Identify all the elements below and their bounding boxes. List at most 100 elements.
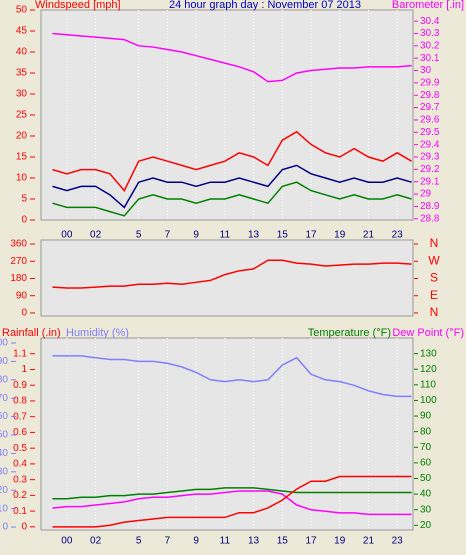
- y-tick-label: 0.6: [13, 427, 27, 438]
- axis-title: Rainfall (.in): [2, 327, 61, 339]
- y-tick-label: 29.9: [420, 78, 440, 89]
- x-tick-label: 02: [90, 536, 102, 547]
- y-tick-label: 30.1: [420, 53, 440, 64]
- x-tick-label: 19: [334, 536, 346, 547]
- y-tick-label: 29.4: [420, 139, 440, 150]
- y-tick-label: 0: [21, 215, 27, 226]
- y-tick-label: 30: [16, 89, 28, 100]
- y-tick-label: E: [430, 288, 438, 302]
- x-tick-label: 21: [363, 536, 375, 547]
- y-tick-label: S: [430, 271, 438, 285]
- y-tick-label: 0.2: [13, 490, 27, 501]
- y-tick-label: 0: [21, 521, 27, 532]
- y-tick-label: 60: [0, 411, 8, 422]
- x-tick-label: 7: [165, 230, 171, 241]
- series-line: [52, 164, 412, 209]
- series-line: [52, 32, 412, 83]
- y-tick-label: 10: [16, 173, 28, 184]
- y-tick-label: 80: [0, 374, 8, 385]
- series-line: [52, 355, 412, 398]
- x-tick-label: 17: [305, 536, 317, 547]
- y-tick-label: 110: [420, 379, 436, 390]
- y-tick-label: 30.3: [420, 28, 440, 39]
- y-tick-label: 30: [420, 504, 432, 515]
- series-line: [52, 487, 412, 500]
- y-tick-label: 30.2: [420, 40, 440, 51]
- plot-area: [40, 337, 414, 531]
- y-tick-label: 20: [420, 520, 432, 531]
- y-tick-label: 5: [21, 194, 27, 205]
- y-tick-label: 29.1: [420, 176, 440, 187]
- y-tick-label: 40: [420, 489, 432, 500]
- axis-title: Dew Point (°F): [392, 327, 464, 339]
- y-tick-label: 0.3: [13, 474, 27, 485]
- y-tick-label: 29.7: [420, 102, 440, 113]
- y-tick-label: 70: [0, 393, 8, 404]
- y-tick-label: 80: [420, 426, 432, 437]
- y-tick-label: W: [428, 253, 440, 267]
- y-tick-label: 20: [16, 131, 28, 142]
- x-tick-label: 19: [334, 230, 346, 241]
- y-tick-label: 40: [0, 448, 8, 459]
- y-tick-label: 70: [420, 442, 432, 453]
- y-tick-label: 0.4: [13, 459, 27, 470]
- y-tick-label: 50: [420, 473, 432, 484]
- series-line: [52, 130, 412, 192]
- y-tick-label: 29.6: [420, 115, 440, 126]
- y-tick-label: 50: [0, 430, 8, 441]
- x-tick-label: 9: [193, 536, 199, 547]
- x-tick-label: 15: [277, 230, 289, 241]
- y-tick-label: 130: [420, 348, 437, 359]
- x-tick-label: 23: [392, 536, 404, 547]
- y-tick-label: 120: [420, 364, 437, 375]
- y-tick-label: 30.4: [420, 16, 440, 27]
- x-tick-label: 7: [165, 536, 171, 547]
- x-tick-label: 00: [61, 536, 73, 547]
- y-tick-label: 15: [16, 152, 28, 163]
- x-tick-label: 11: [220, 536, 231, 547]
- y-tick-label: 40: [16, 47, 28, 58]
- y-tick-label: 0.8: [13, 396, 27, 407]
- chart-title: 24 hour graph day : November 07 2013: [169, 0, 361, 11]
- y-tick-label: 28.8: [420, 213, 440, 224]
- x-tick-label: 9: [193, 230, 199, 241]
- y-tick-label: 35: [16, 68, 28, 79]
- y-tick-label: 60: [420, 458, 432, 469]
- y-tick-label: N: [430, 305, 439, 319]
- y-tick-label: 45: [16, 26, 28, 37]
- y-tick-label: 270: [10, 256, 27, 267]
- y-tick-label: 90: [0, 356, 8, 367]
- y-tick-label: 25: [16, 110, 28, 121]
- y-tick-label: 29.2: [420, 164, 440, 175]
- x-tick-label: 15: [277, 536, 289, 547]
- x-tick-label: 11: [220, 230, 231, 241]
- y-tick-label: 50: [16, 5, 28, 16]
- x-tick-label: 17: [305, 230, 317, 241]
- series-line: [52, 490, 412, 516]
- y-tick-label: 0: [21, 308, 27, 319]
- axis-title: Barometer [.in]: [392, 0, 464, 11]
- series-line: [52, 181, 412, 217]
- y-tick-label: 1: [21, 364, 27, 375]
- y-tick-label: 29: [420, 189, 432, 200]
- x-tick-label: 02: [90, 230, 102, 241]
- y-tick-label: 0.1: [13, 506, 27, 517]
- x-tick-label: 5: [136, 230, 142, 241]
- y-tick-label: 100: [0, 338, 8, 349]
- y-tick-label: 90: [420, 411, 432, 422]
- y-tick-label: 0.5: [13, 443, 27, 454]
- axis-title: Windspeed [mph]: [35, 0, 121, 11]
- y-tick-label: 0.7: [13, 411, 27, 422]
- x-tick-label: 21: [363, 230, 375, 241]
- y-tick-label: 20: [0, 485, 8, 496]
- series-line: [52, 259, 412, 289]
- y-tick-label: 29.8: [420, 90, 440, 101]
- y-tick-label: 28.9: [420, 201, 440, 212]
- y-tick-label: 10: [0, 503, 8, 514]
- y-tick-label: 180: [10, 273, 27, 284]
- y-tick-label: 360: [10, 239, 27, 250]
- y-tick-label: 100: [420, 395, 437, 406]
- x-tick-label: 13: [248, 536, 260, 547]
- axis-title: Temperature (°F): [308, 327, 391, 339]
